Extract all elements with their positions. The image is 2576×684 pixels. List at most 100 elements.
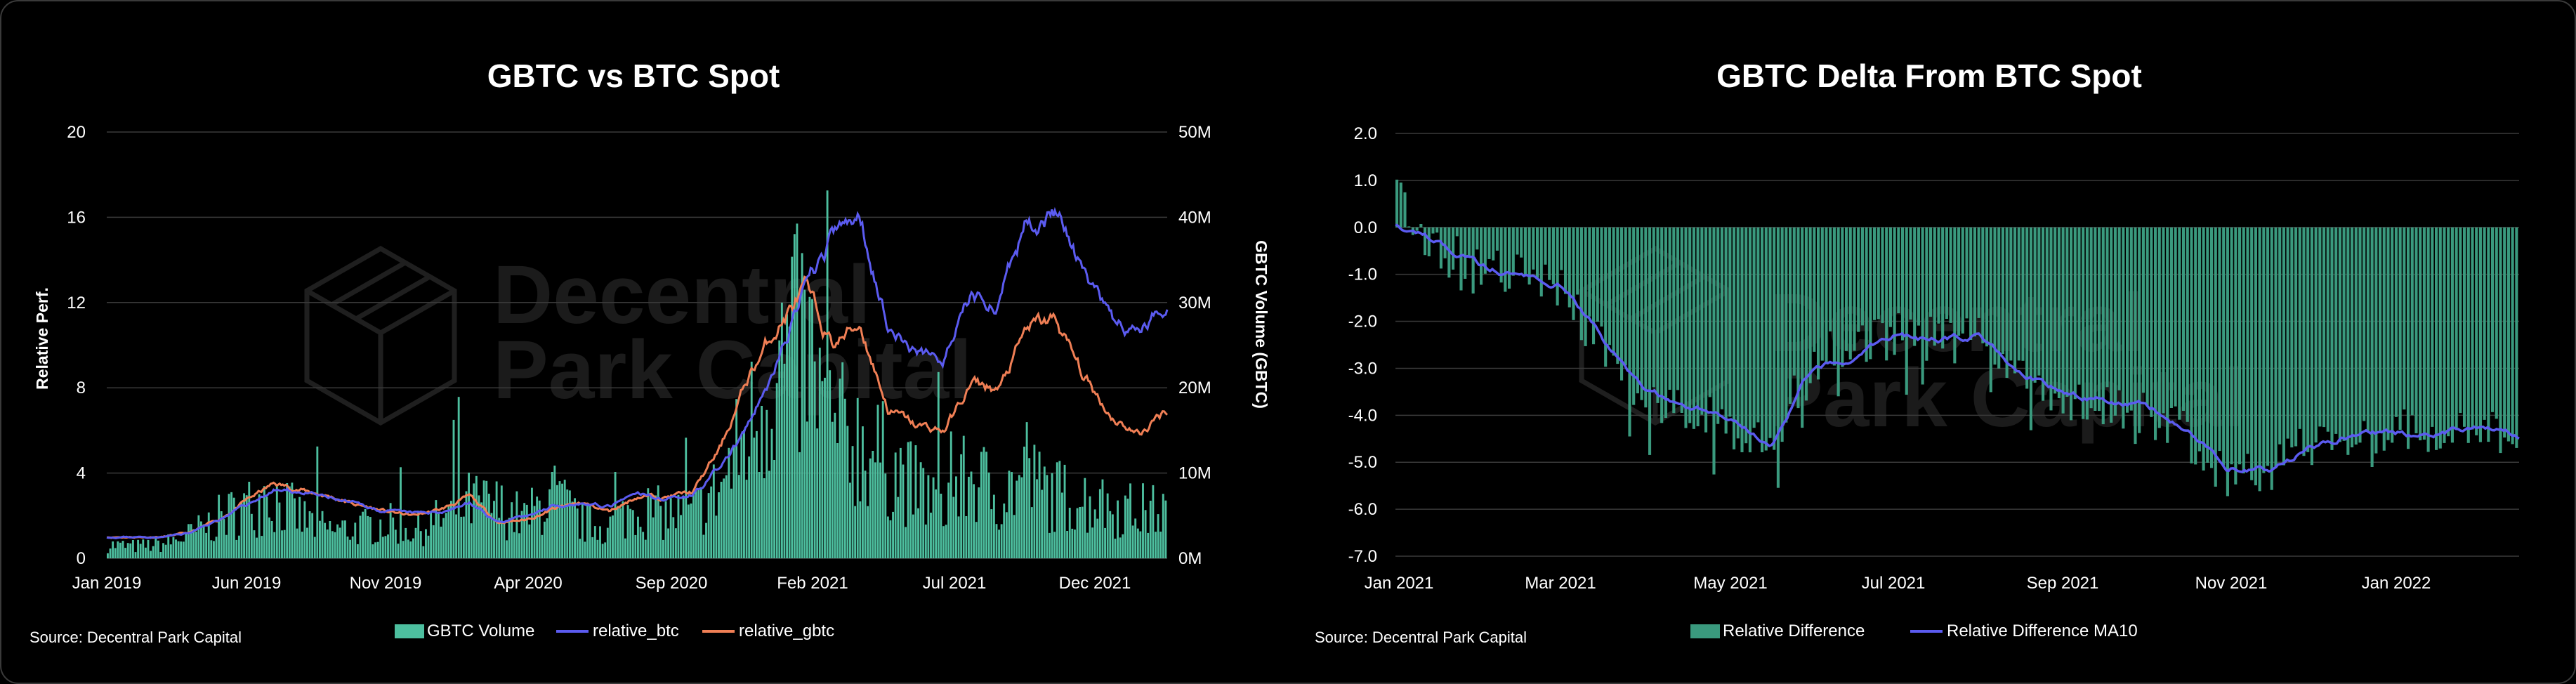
volume-bar — [369, 517, 372, 558]
chart1-y2label: GBTC Volume (GBTC) — [1252, 240, 1270, 409]
volume-bar — [826, 190, 829, 558]
relative-difference-bar — [1556, 227, 1559, 305]
volume-bar — [445, 513, 447, 558]
relative-difference-bar — [1443, 227, 1447, 258]
volume-bar — [843, 398, 846, 558]
relative-difference-bar — [2478, 227, 2482, 442]
volume-bar — [359, 515, 362, 558]
relative-difference-bar — [2294, 227, 2298, 447]
volume-bar — [294, 498, 296, 558]
relative-difference-bar — [1676, 227, 1680, 390]
relative-difference-bar — [1427, 227, 1431, 256]
volume-bar — [313, 537, 316, 558]
volume-bar — [372, 544, 374, 558]
volume-bar — [811, 299, 813, 558]
relative-difference-bar — [1989, 227, 1992, 393]
volume-bar — [1129, 483, 1131, 558]
volume-bar — [172, 537, 175, 558]
relative-difference-bar — [1832, 227, 1836, 366]
relative-difference-bar — [1435, 227, 1439, 233]
volume-bar — [715, 515, 718, 558]
volume-bar — [1119, 537, 1122, 558]
volume-bar — [881, 401, 884, 558]
volume-bar — [220, 511, 223, 558]
volume-bar — [892, 511, 894, 558]
volume-bar — [288, 486, 291, 558]
volume-bar — [1046, 475, 1049, 558]
volume-bar — [470, 523, 473, 558]
volume-bar — [813, 361, 816, 558]
relative-difference-bar — [2266, 227, 2270, 466]
volume-bar — [506, 540, 508, 558]
volume-bar — [780, 302, 783, 558]
volume-bar — [437, 513, 440, 558]
volume-bar — [846, 426, 849, 558]
volume-bar — [1028, 458, 1031, 558]
relative-difference-bar — [2117, 227, 2121, 390]
volume-bar — [432, 525, 435, 558]
volume-bar — [349, 539, 352, 558]
relative-difference-bar — [2459, 227, 2462, 414]
volume-bar — [107, 553, 109, 558]
volume-bar — [1023, 447, 1025, 558]
relative-difference-bar — [1464, 227, 1467, 279]
volume-bar — [243, 493, 246, 558]
volume-bar — [1013, 515, 1016, 558]
relative-difference-bar — [2094, 227, 2097, 411]
volume-bar — [912, 514, 914, 558]
relative-difference-bar — [1985, 227, 1989, 347]
volume-bar — [818, 348, 821, 558]
relative-difference-bar — [1564, 227, 1568, 294]
volume-bar — [919, 462, 922, 558]
volume-bar — [270, 521, 273, 558]
volume-bar — [1073, 530, 1076, 558]
volume-bar — [707, 493, 710, 558]
relative-difference-bar — [1532, 227, 1535, 270]
volume-bar — [376, 541, 379, 558]
volume-bar — [425, 529, 427, 558]
volume-bar — [983, 447, 985, 558]
relative-difference-bar — [1704, 227, 1708, 433]
legend-label-relative-difference: Relative Difference — [1723, 621, 1865, 640]
volume-bar — [1147, 532, 1150, 558]
relative-difference-bar — [2105, 227, 2109, 388]
relative-difference-bar — [1588, 227, 1591, 317]
x-tick-label: May 2021 — [1693, 574, 1767, 593]
relative-difference-bar — [2366, 227, 2370, 433]
relative-difference-bar — [1508, 227, 1511, 289]
volume-bar — [389, 503, 392, 558]
relative-difference-bar — [1804, 227, 1808, 401]
volume-bar — [710, 486, 713, 558]
volume-bar — [533, 506, 536, 558]
relative-difference-bar — [2386, 227, 2390, 440]
volume-bar — [319, 520, 321, 558]
volume-bar — [275, 486, 278, 558]
volume-bar — [362, 511, 364, 558]
relative-difference-bar — [1551, 227, 1555, 284]
x-tick-label: Jan 2019 — [72, 574, 142, 593]
relative-difference-bar — [1720, 227, 1723, 409]
relative-difference-bar — [1848, 227, 1852, 360]
volume-bar — [387, 534, 389, 558]
relative-difference-bar — [1612, 227, 1615, 356]
volume-bar — [326, 530, 329, 558]
relative-difference-bar — [1539, 227, 1543, 297]
volume-bar — [384, 536, 387, 558]
x-tick-label: Jun 2019 — [212, 574, 282, 593]
relative-difference-bar — [2238, 227, 2242, 465]
volume-bar — [473, 483, 475, 558]
volume-bar — [836, 443, 839, 558]
volume-bar — [364, 508, 367, 558]
volume-bar — [1003, 504, 1006, 558]
volume-bar — [1011, 472, 1013, 558]
volume-bar — [449, 501, 452, 558]
volume-bar — [801, 253, 803, 558]
relative-difference-bar — [1544, 227, 1547, 265]
volume-bar — [1084, 478, 1086, 558]
volume-bar — [1018, 475, 1020, 558]
relative-difference-bar — [1836, 227, 1840, 397]
volume-bar — [407, 539, 409, 558]
relative-difference-bar — [2407, 227, 2410, 449]
volume-bar — [137, 539, 140, 558]
relative-difference-bar — [1632, 227, 1636, 405]
